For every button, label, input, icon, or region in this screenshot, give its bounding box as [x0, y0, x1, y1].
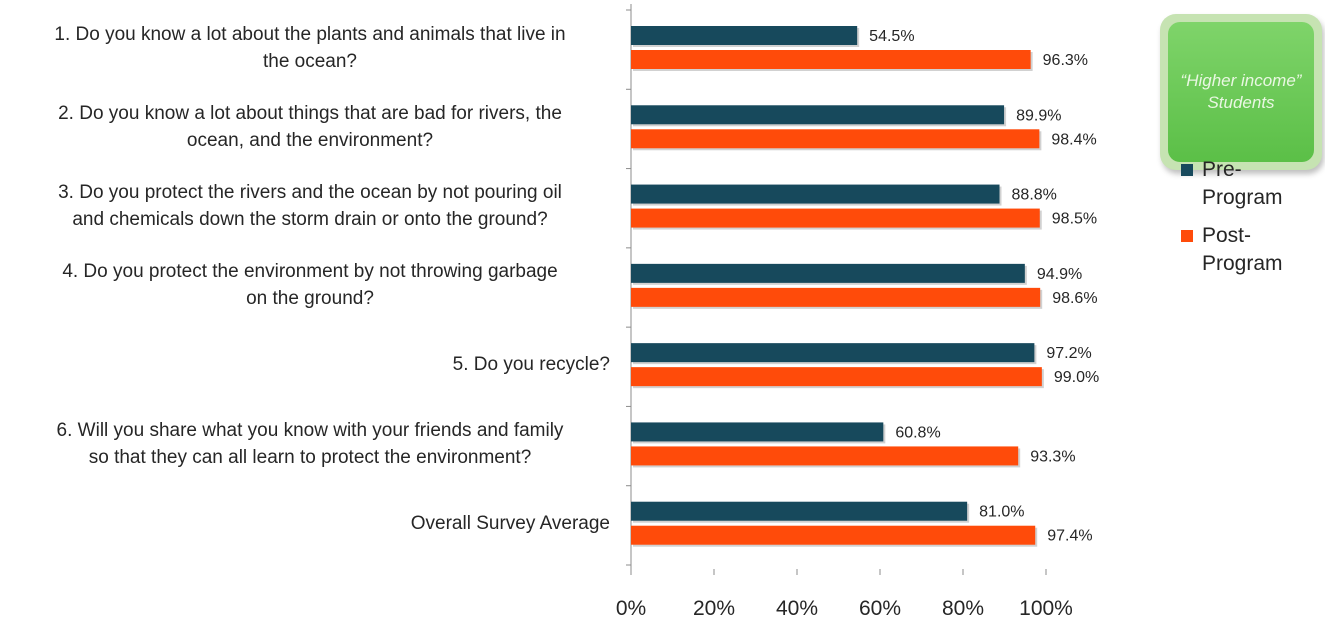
legend-label-post-1: Post- [1202, 224, 1252, 247]
data-label: 98.6% [1052, 290, 1097, 307]
bar-post [631, 525, 1036, 545]
legend-label-pre-2: Program [1202, 186, 1283, 209]
data-label: 54.5% [869, 28, 914, 45]
category-label: Overall Survey Average [410, 512, 610, 534]
bar-pre [631, 105, 1005, 125]
legend-swatch-pre [1181, 164, 1193, 176]
bar-post [631, 50, 1031, 69]
legend-label-pre-1: Pre- [1202, 158, 1242, 181]
group-callout: “Higher income” Students [1160, 14, 1322, 170]
bar-post [631, 129, 1040, 149]
x-tick-label: 100% [1019, 597, 1073, 620]
category-label: 1. Do you know a lot about the plants an… [54, 23, 566, 72]
bar-pre [631, 422, 884, 442]
bar-pre [631, 343, 1035, 363]
callout-text: “Higher income” Students [1180, 71, 1302, 112]
category-label: 2. Do you know a lot about things that a… [58, 102, 562, 151]
data-label: 60.8% [895, 424, 940, 441]
bar-pre [631, 501, 968, 521]
category-label: 6. Will you share what you know with you… [56, 420, 564, 469]
data-label: 97.2% [1046, 345, 1091, 362]
data-label: 99.0% [1054, 369, 1099, 386]
bar-pre [631, 184, 1000, 204]
legend-item-pre: Pre- Program [1180, 156, 1320, 212]
data-label: 94.9% [1037, 266, 1082, 283]
legend: Pre- Program Post- Program [1180, 156, 1320, 288]
bar-post [631, 208, 1040, 228]
data-label: 98.5% [1052, 211, 1097, 228]
category-label: 4. Do you protect the environment by not… [62, 261, 558, 310]
data-label: 93.3% [1030, 448, 1075, 465]
data-label: 88.8% [1012, 187, 1057, 204]
bar-post [631, 446, 1019, 466]
callout-body: “Higher income” Students [1168, 22, 1314, 162]
x-tick-label: 40% [776, 597, 818, 620]
category-label: 5. Do you recycle? [452, 354, 610, 376]
x-tick-label: 80% [942, 597, 984, 620]
data-label: 96.3% [1043, 52, 1088, 69]
bar-post [631, 287, 1041, 307]
data-label: 89.9% [1016, 107, 1061, 124]
bar-pre [631, 263, 1025, 283]
legend-label-post-2: Program [1202, 252, 1283, 275]
bar-post [631, 367, 1042, 387]
data-label: 81.0% [979, 504, 1024, 521]
data-label: 98.4% [1051, 131, 1096, 148]
x-tick-label: 20% [693, 597, 735, 620]
x-tick-label: 0% [616, 597, 646, 620]
bar-pre [631, 26, 858, 45]
x-tick-label: 60% [859, 597, 901, 620]
legend-swatch-post [1181, 230, 1193, 242]
legend-item-post: Post- Program [1180, 222, 1320, 278]
data-label: 97.4% [1047, 528, 1092, 545]
category-label: 3. Do you protect the rivers and the oce… [58, 182, 562, 231]
